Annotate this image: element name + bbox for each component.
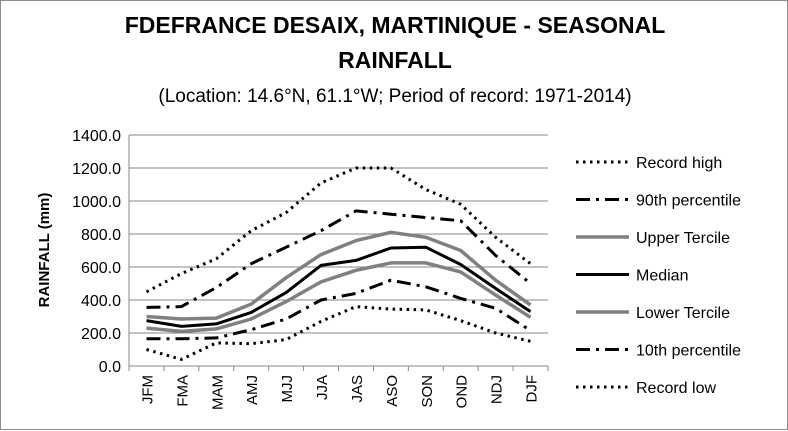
y-tick-label: 200.0: [81, 326, 121, 343]
y-axis-label: RAINFALL (mm): [36, 193, 53, 308]
legend-label: Median: [636, 268, 688, 285]
legend-label: Record low: [636, 380, 716, 397]
gridlines: [129, 134, 548, 334]
x-tick-label: SON: [419, 375, 436, 408]
y-tick-label: 0.0: [99, 359, 121, 376]
series-lines: [145, 166, 532, 361]
x-tick-label: MAM: [209, 375, 226, 410]
legend-label: 90th percentile: [636, 193, 741, 210]
y-tick-label: 1000.0: [72, 194, 121, 211]
x-tick-labels: JFM FMA MAM AMJ MJJ JJA JAS ASO SON OND NDJ DJF: [139, 375, 540, 410]
legend-label: Lower Tercile: [636, 305, 730, 322]
y-tick-label: 400.0: [81, 293, 121, 310]
y-tick-label: 600.0: [81, 260, 121, 277]
legend-item: Median: [576, 268, 688, 285]
y-tick-label: 800.0: [81, 227, 121, 244]
legend-item: Record low: [576, 380, 716, 397]
series-line-lower-tercile: [146, 261, 532, 334]
legend: Record high 90th percentile Upper Tercile M…: [576, 155, 741, 397]
legend-label: Upper Tercile: [636, 230, 730, 247]
chart-title-line2: RAINFALL: [338, 47, 452, 73]
x-tick-label: DJF: [524, 375, 541, 403]
series-line-10th-percentile: [146, 278, 532, 341]
axes: [128, 135, 549, 371]
legend-label: Record high: [636, 155, 722, 172]
x-tick-label: AMJ: [244, 375, 261, 405]
x-tick-label: OND: [454, 375, 471, 409]
series-line-90th-percentile: [146, 209, 532, 309]
y-tick-label: 1200.0: [72, 161, 121, 178]
x-tick-label: JAS: [349, 375, 366, 403]
x-tick-label: MJJ: [279, 375, 296, 403]
series-line-upper-tercile: [146, 230, 532, 321]
x-tick-label: JFM: [139, 375, 156, 404]
series-line-record-low: [146, 305, 531, 361]
y-tick-label: 1400.0: [72, 128, 121, 145]
x-tick-label: FMA: [174, 375, 191, 407]
legend-item: 10th percentile: [576, 343, 741, 360]
x-tick-label: JJA: [314, 375, 331, 400]
chart-title-line1: FDEFRANCE DESAIX, MARTINIQUE - SEASONAL: [125, 12, 666, 38]
legend-label: 10th percentile: [636, 343, 741, 360]
x-tick-label: NDJ: [489, 375, 506, 404]
chart-subtitle: (Location: 14.6°N, 61.1°W; Period of rec…: [158, 86, 631, 107]
series-line-record-high: [145, 166, 532, 294]
series-line-median: [146, 245, 532, 328]
legend-item: Record high: [576, 155, 722, 172]
legend-item: Upper Tercile: [576, 230, 730, 247]
x-tick-label: ASO: [384, 375, 401, 407]
y-tick-labels: 0.0 200.0 400.0 600.0 800.0 1000.0 1200.0 1400.…: [72, 128, 121, 376]
legend-item: Lower Tercile: [576, 305, 730, 322]
legend-item: 90th percentile: [576, 193, 741, 210]
